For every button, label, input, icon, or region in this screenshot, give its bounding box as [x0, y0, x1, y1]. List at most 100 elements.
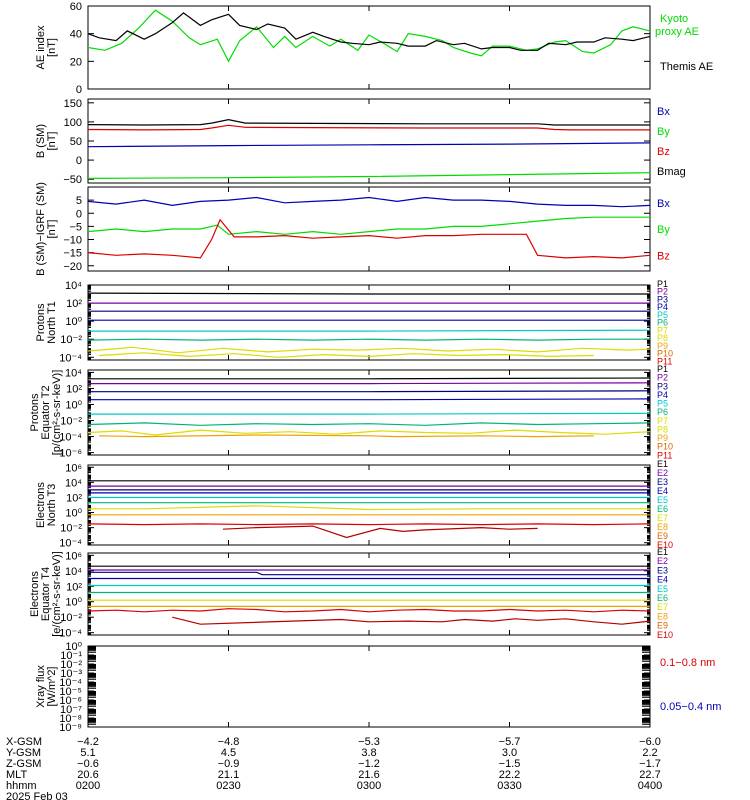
- footer-value: 20.6: [77, 769, 98, 781]
- panel-bsm: −50 0 50 100 150 B (SM) [nT] Bx By Bz Bmag: [35, 98, 686, 186]
- y-tick-label: 10⁰: [65, 508, 82, 520]
- legend-label: P11: [657, 356, 672, 366]
- y-tick-label: 10⁶: [65, 462, 82, 474]
- footer-value: −1.2: [358, 758, 380, 770]
- footer-value: −6.0: [639, 736, 661, 748]
- legend-label: E4: [657, 486, 668, 496]
- footer-value: −1.5: [499, 758, 521, 770]
- y-axis-label: [e/(cm²-s-sr-keV)]: [51, 551, 63, 637]
- panel-ee: 10⁻⁴ 10⁻² 10⁰ 10² 10⁴ 10⁶ Electrons Equator T4[…: [29, 547, 673, 640]
- y-tick-label: 5: [76, 195, 82, 207]
- y-tick-label: 10⁻³: [60, 668, 82, 680]
- series-line-e9: [87, 523, 651, 526]
- y-tick-label: 10⁻²: [60, 334, 82, 346]
- legend-label: E5: [657, 495, 668, 505]
- y-tick-label: 10⁴: [65, 280, 82, 292]
- footer-value: −4.8: [218, 736, 240, 748]
- legend-label: E3: [657, 477, 668, 487]
- footer-group: X-GSM −4.2 −4.8 −5.3 −5.7 −6.0 Y-GSM 5.1 4.5 3.8 3…: [6, 736, 662, 800]
- y-tick-label: 10⁰: [65, 597, 82, 609]
- y-axis-label: Equator T2: [40, 385, 52, 439]
- series-line-e7: [88, 505, 650, 511]
- y-tick-label: 10⁻⁴: [59, 432, 82, 444]
- y-tick-label: −50: [63, 174, 82, 186]
- y-tick-label: −5: [69, 221, 82, 233]
- legend-label: P4: [657, 390, 668, 400]
- series-line-p6: [87, 422, 651, 426]
- y-tick-label: 10⁻¹: [60, 650, 82, 662]
- y-axis-label: B (SM)−IGRF (SM): [35, 182, 47, 276]
- footer-value: 4.5: [221, 747, 236, 759]
- legend-label: Bx: [657, 106, 670, 118]
- y-tick-label: 0: [76, 155, 82, 167]
- y-tick-label: −20: [63, 261, 82, 273]
- footer-value: −0.9: [218, 758, 240, 770]
- footer-value: 3.8: [361, 747, 376, 759]
- legend-label: P7: [657, 416, 668, 426]
- footer-value: 2.2: [642, 747, 657, 759]
- y-tick-label: 10⁶: [65, 550, 82, 562]
- panel-frame: [87, 284, 651, 361]
- footer-value: 0300: [357, 780, 381, 792]
- y-tick-label: 10⁻²: [60, 659, 82, 671]
- y-tick-label: 10⁻²: [60, 612, 82, 624]
- y-axis-label: AE index: [35, 25, 47, 70]
- series-line-bz: [87, 218, 651, 259]
- y-axis-label: [nT]: [46, 220, 58, 239]
- series-line-e9: [87, 608, 651, 613]
- footer-value: −5.7: [499, 736, 521, 748]
- series-line-bz: [87, 124, 650, 131]
- legend-label: P10: [657, 349, 673, 359]
- legend-label: E4: [657, 575, 668, 585]
- legend-label: E3: [657, 565, 668, 575]
- series-line-bx: [87, 196, 651, 208]
- legend-label: E8: [657, 611, 668, 621]
- y-tick-label: 10⁻⁴: [59, 628, 82, 640]
- legend-label: Themis AE: [660, 61, 713, 73]
- legend-label: P2: [657, 287, 668, 297]
- footer-row-label: hhmm: [6, 780, 37, 792]
- legend-label: E9: [657, 531, 668, 541]
- legend-label: P7: [657, 325, 668, 335]
- legend-label: E6: [657, 504, 668, 514]
- footer-row-label: Z-GSM: [6, 758, 41, 770]
- footer-row-label: Y-GSM: [6, 747, 41, 759]
- legend-label: P5: [657, 310, 668, 320]
- y-axis-label: Electrons: [29, 571, 41, 617]
- legend-label: P8: [657, 425, 668, 435]
- series-line-e10: [222, 525, 538, 539]
- legend-label: E8: [657, 522, 668, 532]
- legend-label: P8: [657, 333, 668, 343]
- series-line-e3: [88, 571, 650, 576]
- legend-label: P3: [657, 381, 668, 391]
- legend-label: E7: [657, 513, 668, 523]
- legend-label: P5: [657, 399, 668, 409]
- y-tick-label: 20: [70, 56, 82, 68]
- legend-label: E7: [657, 602, 668, 612]
- legend-label: E10: [657, 630, 673, 640]
- series-line-by: [87, 216, 650, 235]
- legend-label: proxy AE: [655, 26, 699, 38]
- y-tick-label: 10⁴: [65, 367, 82, 379]
- panel-frame: [87, 645, 651, 728]
- y-tick-label: 10⁻⁵: [59, 686, 82, 698]
- y-tick-label: −10: [63, 235, 82, 247]
- footer-value: −0.6: [77, 758, 99, 770]
- legend-label: E9: [657, 621, 668, 631]
- series-line-p8: [99, 434, 594, 438]
- series-line-e10: [172, 616, 651, 625]
- y-axis-label: [nT]: [46, 132, 58, 151]
- legend-label: Kyoto: [660, 13, 688, 25]
- y-axis-label: B (SM): [35, 124, 47, 158]
- legend-label: Bz: [657, 250, 670, 262]
- legend-label: P10: [657, 442, 673, 452]
- footer-row-label: X-GSM: [6, 736, 42, 748]
- y-axis-label: Equator T4: [40, 567, 52, 621]
- series-line-kyoto-proxy-ae: [87, 9, 651, 63]
- y-tick-label: −15: [63, 248, 82, 260]
